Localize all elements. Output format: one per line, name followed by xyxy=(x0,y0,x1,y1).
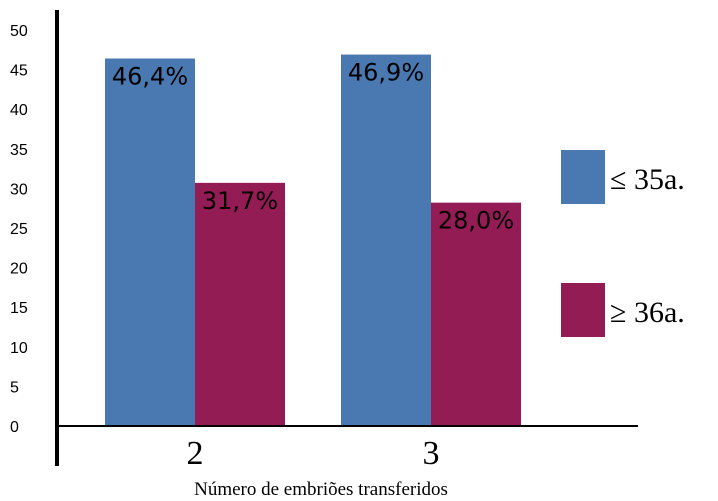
bar-2-3 xyxy=(431,202,521,426)
legend-swatch-series-2 xyxy=(561,283,605,337)
y-tick-label: 0 xyxy=(10,419,19,436)
y-tick-label: 35 xyxy=(10,142,28,159)
y-tick-label: 5 xyxy=(10,379,19,396)
legend-swatch-series-1 xyxy=(561,150,605,204)
data-label: 31,7% xyxy=(202,187,278,215)
y-tick-label: 20 xyxy=(10,261,28,278)
x-axis-title: Número de embriões transferidos xyxy=(194,479,448,500)
legend-label-series-1: ≤ 35a. xyxy=(610,163,685,196)
legend: ≤ 35a. ≥ 36a. xyxy=(561,150,685,337)
y-tick-label: 45 xyxy=(10,63,28,80)
data-label: 46,4% xyxy=(112,63,188,91)
x-tick-label: 3 xyxy=(423,435,440,472)
data-label: 28,0% xyxy=(438,207,514,235)
y-tick-labels: 0 5 10 15 20 25 30 35 40 45 50 xyxy=(10,23,28,436)
bar-1-2 xyxy=(105,58,195,427)
y-tick-label: 10 xyxy=(10,340,28,357)
y-tick-label: 30 xyxy=(10,181,28,198)
y-tick-label: 25 xyxy=(10,221,28,238)
bars xyxy=(105,54,521,427)
y-tick-label: 50 xyxy=(10,23,28,40)
x-tick-label: 2 xyxy=(187,435,204,472)
data-label: 46,9% xyxy=(348,59,424,87)
y-tick-label: 40 xyxy=(10,102,28,119)
bar-1-3 xyxy=(341,54,431,426)
legend-label-series-2: ≥ 36a. xyxy=(610,296,685,329)
y-tick-label: 15 xyxy=(10,300,28,317)
bar-2-2 xyxy=(195,182,285,426)
data-labels: 46,4% 31,7% 46,9% 28,0% xyxy=(112,59,514,235)
